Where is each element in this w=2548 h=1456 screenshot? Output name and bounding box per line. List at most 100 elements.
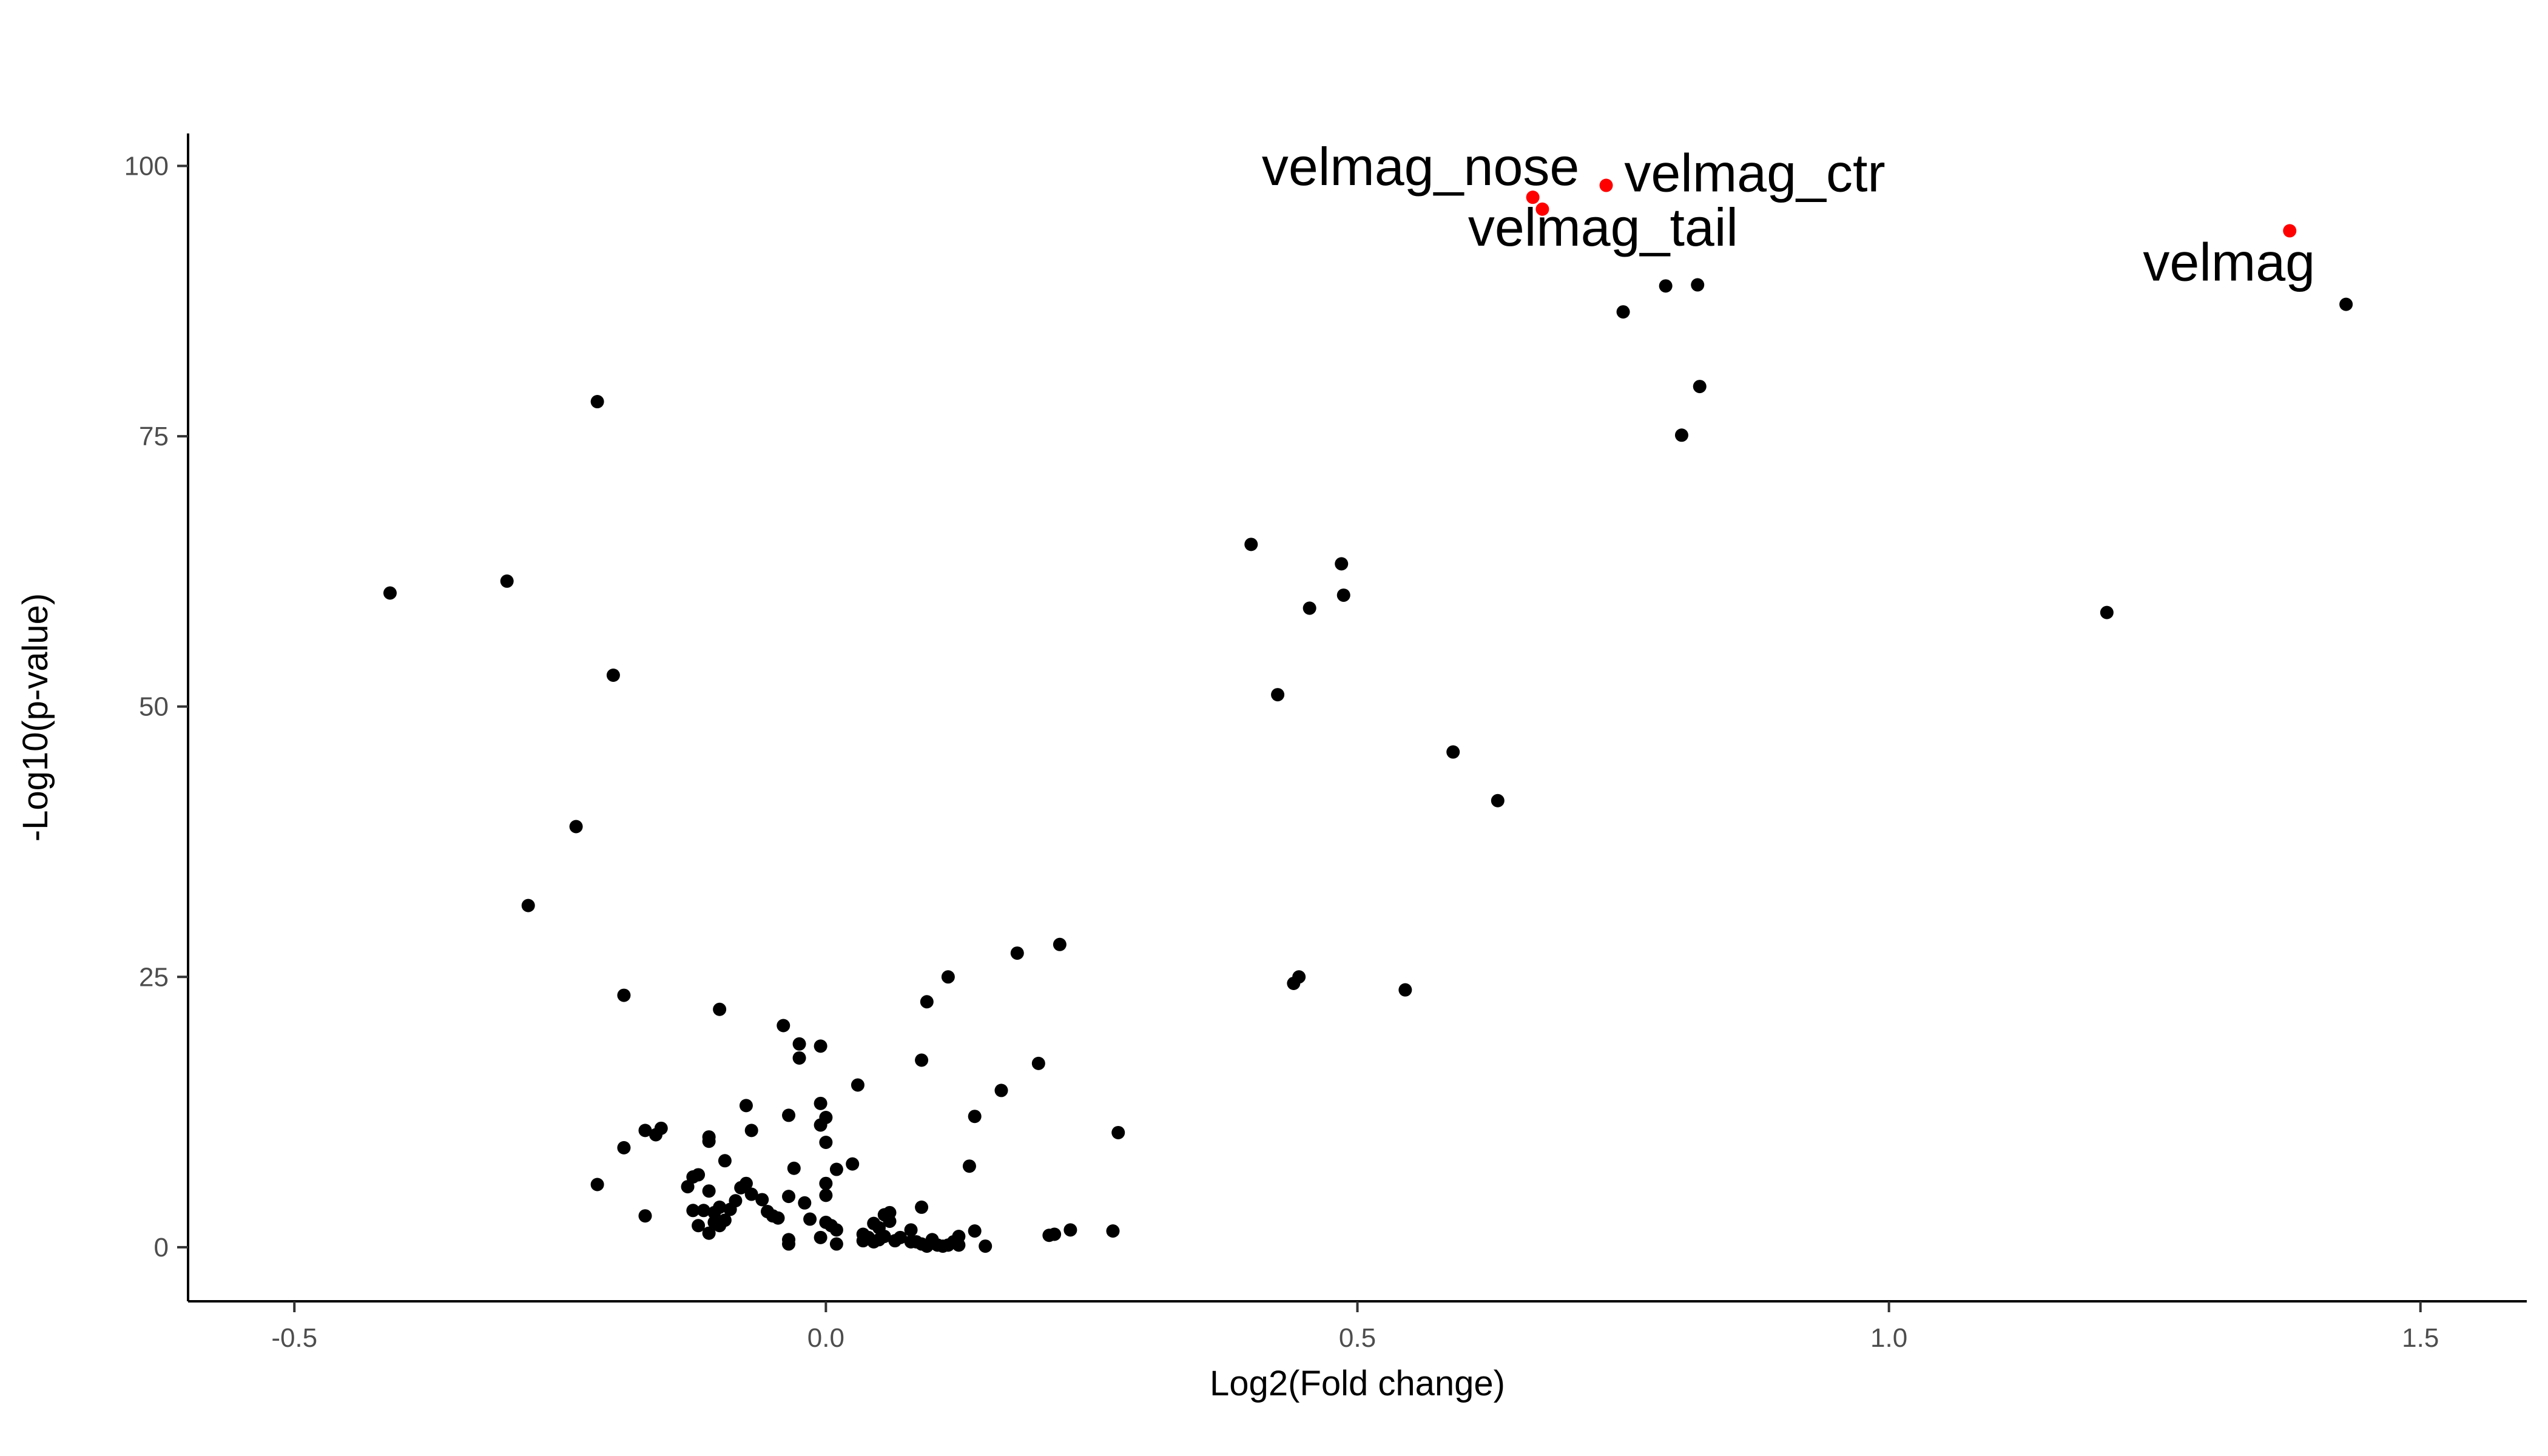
data-point bbox=[681, 1180, 695, 1194]
data-point bbox=[962, 1159, 976, 1173]
data-point bbox=[904, 1223, 918, 1237]
data-point bbox=[819, 1188, 833, 1202]
data-point bbox=[1271, 688, 1285, 702]
data-point bbox=[702, 1226, 716, 1240]
data-point bbox=[968, 1110, 982, 1124]
data-point bbox=[590, 1178, 604, 1191]
data-point bbox=[814, 1039, 827, 1053]
point-label: velmag_ctr bbox=[1624, 143, 1885, 203]
data-point bbox=[617, 988, 631, 1002]
data-point bbox=[696, 1204, 710, 1218]
data-point bbox=[894, 1230, 908, 1244]
data-point bbox=[638, 1124, 652, 1138]
data-point bbox=[739, 1176, 753, 1190]
points-layer bbox=[383, 178, 2353, 1253]
data-point bbox=[2339, 297, 2353, 311]
data-point bbox=[606, 668, 620, 682]
data-point bbox=[744, 1187, 758, 1201]
data-point bbox=[744, 1124, 758, 1138]
y-tick-label: 50 bbox=[139, 692, 169, 722]
point-label: velmag_nose bbox=[1262, 136, 1579, 197]
data-point bbox=[1398, 983, 1412, 997]
y-tick-label: 0 bbox=[154, 1233, 169, 1262]
x-tick-label: 0.0 bbox=[807, 1323, 844, 1353]
data-point bbox=[782, 1237, 796, 1251]
point-label: velmag_tail bbox=[1468, 197, 1738, 257]
data-point bbox=[798, 1196, 812, 1210]
highlighted-point bbox=[1599, 178, 1613, 192]
x-tick-label: 0.5 bbox=[1339, 1323, 1376, 1353]
data-point bbox=[819, 1135, 833, 1149]
y-axis-title: -Log10(p-value) bbox=[16, 593, 55, 841]
data-point bbox=[702, 1184, 716, 1198]
data-point bbox=[692, 1219, 706, 1233]
data-point bbox=[1031, 1056, 1045, 1070]
data-point bbox=[920, 995, 934, 1009]
data-point bbox=[846, 1157, 860, 1171]
data-point bbox=[829, 1162, 843, 1176]
data-point bbox=[829, 1237, 843, 1251]
data-point bbox=[994, 1084, 1008, 1097]
highlighted-point bbox=[1535, 202, 1549, 216]
data-point bbox=[1106, 1224, 1120, 1238]
data-point bbox=[1063, 1223, 1077, 1237]
data-point bbox=[803, 1212, 817, 1226]
data-point bbox=[1244, 538, 1258, 551]
data-point bbox=[952, 1238, 966, 1252]
point-label: velmag bbox=[2143, 232, 2315, 292]
data-point bbox=[1010, 946, 1024, 960]
data-point bbox=[1292, 970, 1306, 984]
y-tick-label: 75 bbox=[139, 422, 169, 451]
x-tick-label: 1.0 bbox=[1870, 1323, 1907, 1353]
data-point bbox=[1048, 1227, 1062, 1241]
data-point bbox=[500, 574, 514, 588]
highlighted-point bbox=[1526, 190, 1540, 204]
x-tick-label: 1.5 bbox=[2402, 1323, 2439, 1353]
data-point bbox=[915, 1200, 929, 1214]
data-point bbox=[383, 586, 397, 600]
data-point bbox=[819, 1176, 833, 1190]
data-point bbox=[883, 1215, 897, 1228]
highlighted-point bbox=[2283, 224, 2297, 238]
data-point bbox=[792, 1037, 806, 1051]
data-point bbox=[1659, 279, 1673, 293]
data-point bbox=[713, 1200, 727, 1214]
data-point bbox=[782, 1190, 796, 1204]
data-point bbox=[787, 1161, 801, 1175]
data-point bbox=[617, 1141, 631, 1154]
data-point bbox=[713, 1002, 727, 1016]
data-point bbox=[829, 1223, 843, 1237]
data-point bbox=[1303, 601, 1316, 615]
data-point bbox=[915, 1053, 929, 1067]
x-axis-title: Log2(Fold change) bbox=[1210, 1364, 1505, 1403]
data-point bbox=[814, 1230, 827, 1244]
data-point bbox=[718, 1154, 732, 1168]
data-point bbox=[1111, 1125, 1125, 1139]
data-point bbox=[729, 1194, 743, 1208]
x-tick-label: -0.5 bbox=[271, 1323, 317, 1353]
data-point bbox=[941, 970, 955, 984]
data-point bbox=[777, 1019, 790, 1033]
ticks-layer: -0.5 0.0 0.5 1.0 1.5 0 25 50 75 100 bbox=[124, 151, 2439, 1353]
data-point bbox=[1053, 937, 1067, 951]
data-point bbox=[851, 1078, 864, 1092]
data-point bbox=[654, 1121, 668, 1135]
data-point bbox=[702, 1134, 716, 1148]
data-point bbox=[739, 1099, 753, 1113]
data-point bbox=[1691, 278, 1705, 292]
data-point bbox=[692, 1168, 706, 1182]
data-point bbox=[877, 1230, 891, 1244]
data-point bbox=[1693, 380, 1707, 394]
data-point bbox=[782, 1108, 796, 1122]
data-point bbox=[819, 1110, 833, 1124]
y-tick-label: 25 bbox=[139, 962, 169, 992]
data-point bbox=[1446, 745, 1460, 759]
data-point bbox=[1336, 588, 1350, 602]
data-point bbox=[2100, 605, 2114, 619]
data-point bbox=[968, 1224, 982, 1238]
data-point bbox=[638, 1209, 652, 1223]
data-point bbox=[755, 1193, 769, 1207]
